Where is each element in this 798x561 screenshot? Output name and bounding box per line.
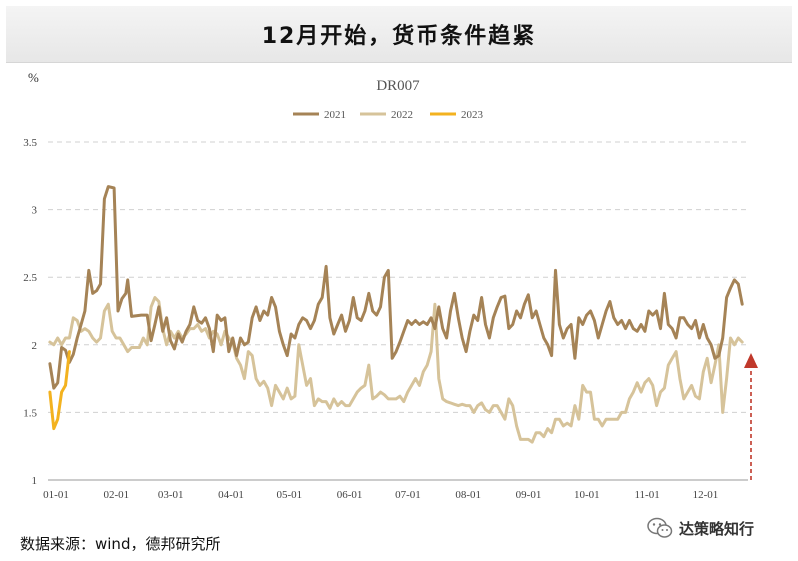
x-tick-label: 08-01 [455,489,481,501]
dr007-line-chart: DR007 1 1.5 2 2.5 3 3.5 01-01 02-01 03-01 04-01 05-… [23,78,758,501]
series-line-2023 [48,350,71,431]
legend-label-2022: 2022 [391,109,413,121]
x-tick-label: 09-01 [516,489,542,501]
legend-label-2021: 2021 [324,109,346,121]
source-note: 数据来源：wind，德邦研究所 [20,535,221,553]
page-title: 12月开始，货币条件趋紧 [261,24,537,49]
x-tick-label: 02-01 [103,489,129,501]
chart-title: DR007 [376,78,420,94]
x-tick-label: 12-01 [693,489,719,501]
x-tick-label: 11-01 [634,489,659,501]
y-tick-label: 2.5 [23,272,37,284]
x-tick-label: 05-01 [276,489,302,501]
x-tick-label: 07-01 [395,489,421,501]
x-tick-label: 01-01 [43,489,69,501]
brand-name: 达策略知行 [679,519,755,538]
wechat-icon [647,517,673,538]
title-banner: 12月开始，货币条件趋紧 [6,6,792,63]
x-tick-label: 06-01 [337,489,363,501]
y-tick-label: 2 [32,340,38,352]
y-tick-label: 1 [32,475,38,487]
y-tick-label: 3.5 [23,137,37,149]
annotation-arrow-head [744,353,758,368]
series-line-2022 [48,296,744,444]
y-tick-label: 1.5 [23,407,37,419]
y-tick-label: 3 [32,205,38,217]
brand-watermark: 达策略知行 [647,517,754,539]
y-unit-label: % [28,70,39,85]
x-tick-label: 10-01 [574,489,600,501]
x-tick-label: 04-01 [218,489,244,501]
legend-label-2023: 2023 [461,109,484,121]
series-line-2021 [48,185,744,390]
x-tick-label: 03-01 [158,489,184,501]
